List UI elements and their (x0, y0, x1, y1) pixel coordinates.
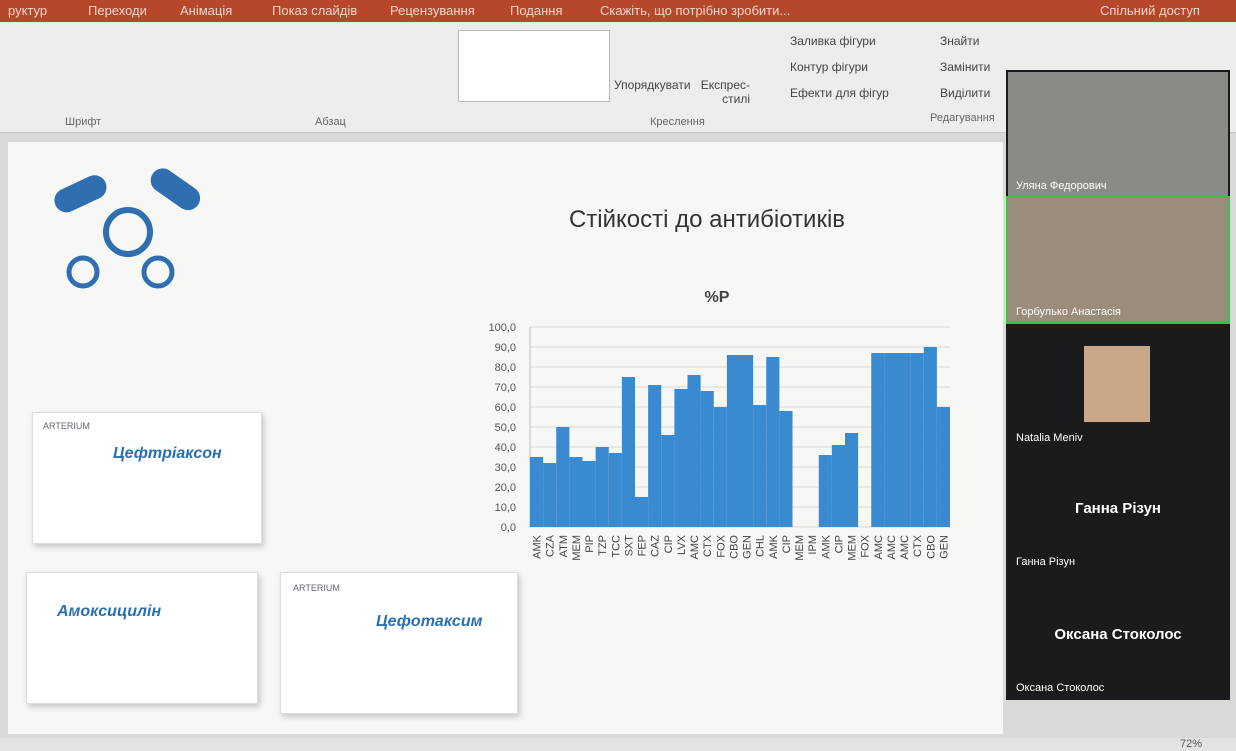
x-tick-label: CBO (728, 535, 740, 559)
x-tick-label: TCC (610, 535, 622, 558)
participants-panel: Уляна Федорович Горбулько Анастасія Nata… (1006, 70, 1230, 700)
y-tick-label: 10,0 (495, 502, 516, 514)
x-tick-label: PIP (584, 535, 596, 553)
x-tick-label: AMK (820, 534, 832, 559)
x-tick-label: CBO (925, 535, 937, 559)
chart: Стійкості до антибіотиків %P 0,0 10,0 20,0… (0, 0, 1000, 740)
participant-name: Ганна Різун (1016, 556, 1075, 568)
status-bar: 72% (0, 738, 1236, 751)
participant-display: Ганна Різун (1008, 500, 1228, 517)
participant-name: Оксана Стоколос (1016, 682, 1104, 694)
bar (609, 453, 622, 527)
bar (832, 445, 845, 527)
bar (583, 461, 596, 527)
bar (530, 457, 543, 527)
bar (596, 447, 609, 527)
bar (924, 347, 937, 527)
x-tick-label: TZP (597, 535, 609, 556)
bar (688, 375, 701, 527)
bar (635, 497, 648, 527)
chart-title: Стійкості до антибіотиків (569, 206, 845, 233)
x-tick-label: GEN (742, 535, 754, 559)
y-tick-label: 80,0 (495, 362, 516, 374)
y-tick-label: 90,0 (495, 342, 516, 354)
y-tick-label: 0,0 (501, 522, 516, 534)
x-tick-label: CIP (663, 535, 675, 553)
x-tick-label: AMK (768, 534, 780, 559)
x-tick-label: MEM (571, 535, 583, 561)
bar (937, 407, 950, 527)
participant-display: Оксана Стоколос (1008, 626, 1228, 643)
x-tick-label: LVX (676, 534, 688, 555)
x-tick-label: GEN (938, 535, 950, 559)
x-tick-label: CIP (781, 535, 793, 553)
avatar (1084, 346, 1150, 422)
x-tick-label: AMC (689, 535, 701, 560)
participant-name: Уляна Федорович (1016, 180, 1107, 192)
bar (648, 385, 661, 527)
x-tick-label: CTX (702, 534, 714, 557)
chart-subtitle: %P (705, 289, 730, 306)
bar (674, 389, 687, 527)
x-tick-label: CAZ (650, 535, 662, 557)
x-tick-label: AMC (899, 535, 911, 560)
bar (701, 391, 714, 527)
y-tick-label: 30,0 (495, 462, 516, 474)
participant-name: Горбулько Анастасія (1016, 306, 1121, 318)
y-tick-label: 40,0 (495, 442, 516, 454)
bar (766, 357, 779, 527)
bar (714, 407, 727, 527)
zoom-level[interactable]: 72% (1180, 738, 1202, 750)
share-button[interactable]: Спільний доступ (1100, 3, 1200, 18)
y-tick-label: 100,0 (488, 322, 516, 334)
x-tick-label: MEM (847, 535, 859, 561)
x-tick-label: CIP (833, 535, 845, 553)
video-tile[interactable]: Ганна Різун Ганна Різун (1008, 450, 1228, 574)
video-tile[interactable]: Natalia Meniv (1008, 324, 1228, 448)
x-tick-label: CZA (545, 534, 557, 557)
bar (753, 405, 766, 527)
x-tick-label: IPM (807, 535, 819, 555)
bar (543, 463, 556, 527)
bar (819, 455, 832, 527)
bar (622, 377, 635, 527)
x-tick-label: MEM (794, 535, 806, 561)
screen: {"menu": ["руктур", "Переходи", "Анімаці… (0, 0, 1236, 751)
x-tick-label: FOX (715, 534, 727, 557)
x-tick-label: CHL (755, 535, 767, 557)
x-tick-label: AMK (532, 534, 544, 559)
bar (779, 411, 792, 527)
bar (727, 355, 740, 527)
x-tick-label: FEP (637, 535, 649, 556)
bar (569, 457, 582, 527)
bar (871, 353, 884, 527)
bar (845, 433, 858, 527)
x-tick-label: CTX (912, 534, 924, 557)
x-tick-label: AMC (873, 535, 885, 560)
x-tick-label: ATM (558, 535, 570, 557)
y-tick-label: 70,0 (495, 382, 516, 394)
video-tile[interactable]: Горбулько Анастасія (1008, 198, 1228, 322)
x-tick-label: FOX (860, 534, 872, 557)
bar (884, 353, 897, 527)
y-tick-label: 20,0 (495, 482, 516, 494)
y-tick-label: 60,0 (495, 402, 516, 414)
bar (911, 353, 924, 527)
video-tile[interactable]: Уляна Федорович (1008, 72, 1228, 196)
bar (740, 355, 753, 527)
x-tick-label: AMC (886, 535, 898, 560)
x-tick-label: SXT (623, 535, 635, 557)
bar (661, 435, 674, 527)
video-tile[interactable]: Оксана Стоколос Оксана Стоколос (1008, 576, 1228, 700)
bar (556, 427, 569, 527)
bar (898, 353, 911, 527)
participant-name: Natalia Meniv (1016, 432, 1083, 444)
y-tick-label: 50,0 (495, 422, 516, 434)
